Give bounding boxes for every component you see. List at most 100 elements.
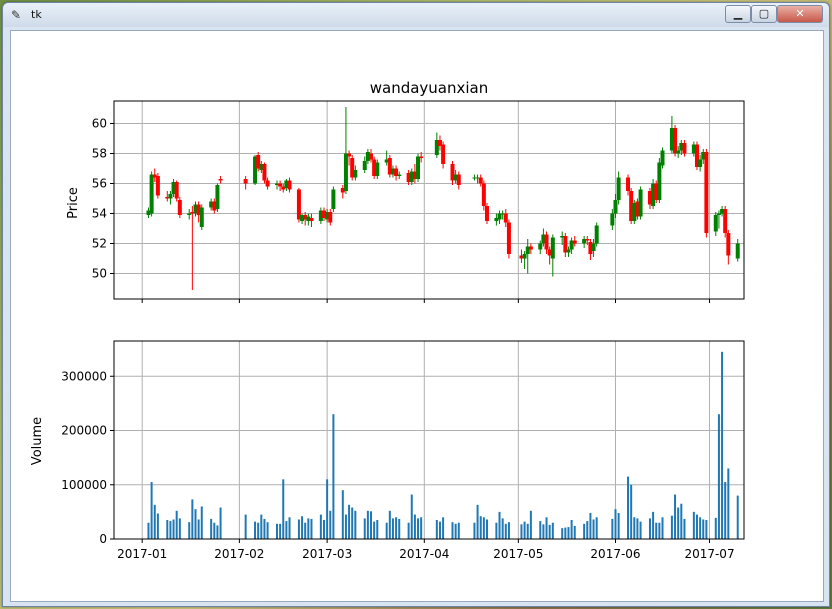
volume-bar	[210, 518, 213, 539]
volume-bar	[611, 518, 614, 539]
volume-bar	[438, 521, 441, 539]
candle-body	[691, 144, 696, 154]
volume-bar	[263, 518, 266, 539]
volume-bar	[216, 525, 219, 539]
price-grid	[114, 101, 744, 299]
volume-y-label: Volume	[30, 417, 45, 465]
volume-bar	[592, 519, 595, 539]
candle-body	[177, 200, 182, 215]
volume-bar	[301, 516, 304, 539]
candle-body	[362, 161, 367, 170]
volume-bar	[705, 520, 708, 539]
volume-bar	[457, 522, 460, 539]
candle-body	[582, 239, 587, 244]
volume-x-tick-label: 2017-01	[117, 547, 167, 561]
candle-body	[149, 174, 154, 214]
candle-body	[720, 209, 725, 214]
candle-body	[716, 213, 721, 215]
candle-body	[538, 243, 543, 250]
volume-bar	[454, 523, 457, 539]
volume-bar	[442, 517, 445, 539]
candle-body	[384, 159, 389, 163]
candle-body	[679, 143, 684, 151]
candle-body	[704, 152, 709, 233]
volume-bar	[213, 522, 216, 539]
candle-body	[572, 240, 577, 244]
chart-title: wandayuanxian	[370, 79, 489, 97]
candle-body	[256, 155, 261, 169]
candle-body	[406, 173, 411, 182]
volume-bar	[551, 522, 554, 539]
price-y-tick-label: 60	[92, 117, 107, 131]
candle-body	[682, 143, 687, 154]
candle-body	[594, 225, 599, 244]
candle-body	[318, 210, 323, 221]
candle-body	[676, 150, 681, 154]
candle-body	[723, 209, 728, 233]
minimize-button[interactable]: ▁	[725, 5, 751, 23]
candle-body	[309, 218, 314, 221]
candle-body	[212, 201, 217, 211]
volume-bar	[310, 518, 313, 539]
volume-bar	[188, 522, 191, 539]
candle-body	[519, 255, 524, 259]
volume-bar	[526, 523, 529, 539]
price-y-tick-label: 54	[92, 207, 107, 221]
volume-bars	[147, 351, 739, 539]
candle-body	[265, 180, 270, 187]
volume-bar	[542, 524, 545, 539]
volume-bar	[714, 517, 717, 539]
volume-bar	[178, 518, 181, 539]
candle-body	[713, 215, 718, 232]
candle-body	[525, 246, 530, 254]
candle-body	[303, 215, 308, 220]
price-y-label: Price	[66, 187, 81, 219]
volume-x-tick-label: 2017-03	[302, 547, 352, 561]
volume-x-tick-label: 2017-07	[684, 547, 734, 561]
volume-bar	[200, 506, 203, 539]
candle-body	[152, 174, 157, 178]
volume-bar	[564, 527, 567, 539]
volume-bar	[501, 518, 504, 539]
volume-bar	[652, 511, 655, 539]
candle-body	[287, 180, 292, 190]
candle-body	[412, 171, 417, 179]
volume-bar	[482, 517, 485, 539]
candle-body	[616, 177, 621, 200]
volume-bar	[627, 476, 630, 539]
candle-body	[259, 164, 264, 170]
volume-bar	[395, 517, 398, 539]
volume-bar	[717, 414, 720, 539]
volume-bar	[504, 523, 507, 539]
volume-y-ticks: 0 100000 200000 300000	[61, 369, 114, 546]
candle-body	[296, 189, 301, 220]
maximize-button[interactable]: ▢	[751, 5, 777, 23]
price-y-ticks: 50 52 54 56 58 60	[92, 117, 114, 281]
volume-bar	[539, 521, 542, 539]
volume-bar	[344, 514, 347, 539]
volume-bar	[420, 517, 423, 539]
candle-body	[372, 159, 377, 176]
close-button[interactable]: ✕	[777, 5, 823, 23]
volume-bar	[166, 520, 169, 539]
volume-bar	[257, 522, 260, 539]
volume-bar	[326, 479, 329, 539]
candle-body	[632, 203, 637, 221]
candle-body	[701, 152, 706, 160]
candle-body	[328, 212, 333, 223]
candle-body	[635, 201, 640, 217]
candle-body	[506, 222, 511, 254]
candle-body	[199, 207, 204, 227]
figure-svg: 50 52 54 56 58 60 wandayuanxian Price 0 100000…	[30, 79, 745, 561]
candle-body	[669, 128, 674, 151]
volume-bar	[391, 518, 394, 539]
volume-bar	[150, 482, 153, 539]
volume-y-tick-label: 200000	[61, 424, 107, 438]
volume-bar	[721, 351, 724, 539]
title-bar[interactable]: ✎ tk ▁ ▢ ✕	[3, 3, 829, 27]
volume-bar	[699, 517, 702, 539]
volume-bar	[398, 518, 401, 539]
volume-bar	[529, 510, 532, 539]
volume-bar	[655, 522, 658, 539]
